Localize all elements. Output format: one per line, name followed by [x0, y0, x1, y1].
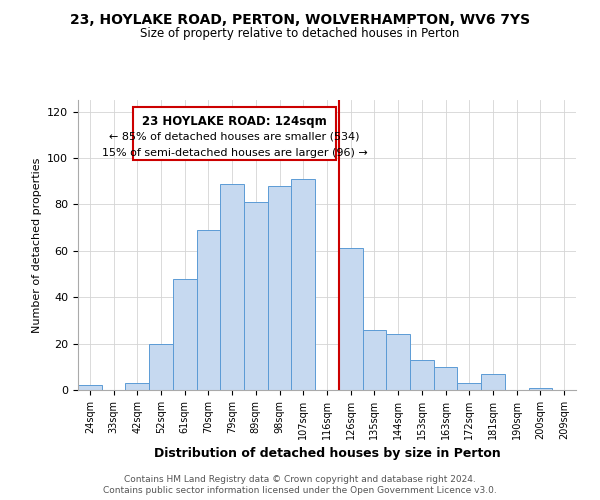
Y-axis label: Number of detached properties: Number of detached properties — [32, 158, 41, 332]
Text: Contains HM Land Registry data © Crown copyright and database right 2024.: Contains HM Land Registry data © Crown c… — [124, 475, 476, 484]
Bar — [125, 383, 149, 390]
Bar — [457, 383, 481, 390]
Bar — [410, 360, 434, 390]
Text: 23, HOYLAKE ROAD, PERTON, WOLVERHAMPTON, WV6 7YS: 23, HOYLAKE ROAD, PERTON, WOLVERHAMPTON,… — [70, 12, 530, 26]
Text: 23 HOYLAKE ROAD: 124sqm: 23 HOYLAKE ROAD: 124sqm — [142, 115, 327, 128]
Text: Contains public sector information licensed under the Open Government Licence v3: Contains public sector information licen… — [103, 486, 497, 495]
Bar — [268, 186, 292, 390]
Bar — [362, 330, 386, 390]
Bar — [220, 184, 244, 390]
Text: 15% of semi-detached houses are larger (96) →: 15% of semi-detached houses are larger (… — [101, 148, 367, 158]
Bar — [78, 386, 102, 390]
Bar — [529, 388, 552, 390]
Bar — [292, 179, 315, 390]
Bar — [197, 230, 220, 390]
Bar — [149, 344, 173, 390]
Bar — [386, 334, 410, 390]
Bar — [339, 248, 362, 390]
Text: Size of property relative to detached houses in Perton: Size of property relative to detached ho… — [140, 28, 460, 40]
Bar — [434, 367, 457, 390]
Bar — [244, 202, 268, 390]
Bar — [173, 278, 197, 390]
FancyBboxPatch shape — [133, 107, 337, 160]
Bar — [481, 374, 505, 390]
Text: ← 85% of detached houses are smaller (534): ← 85% of detached houses are smaller (53… — [109, 132, 360, 141]
X-axis label: Distribution of detached houses by size in Perton: Distribution of detached houses by size … — [154, 448, 500, 460]
